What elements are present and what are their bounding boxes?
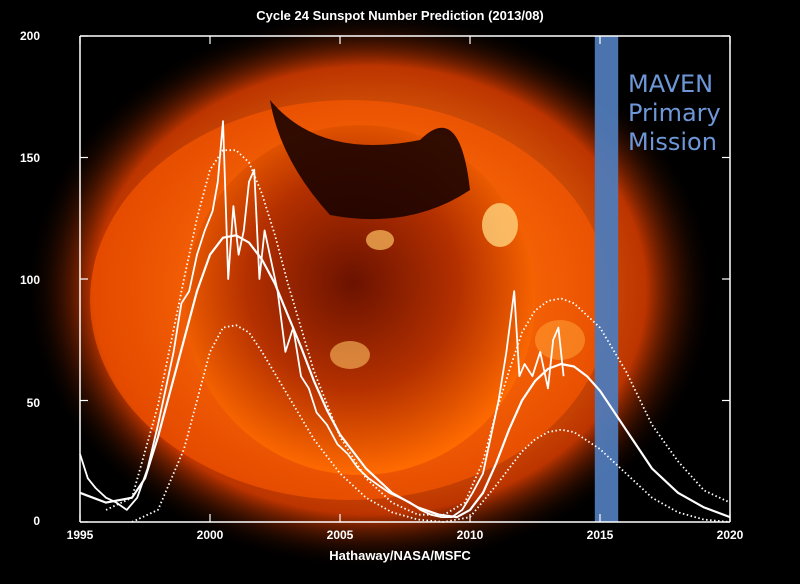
maven-mission-band xyxy=(594,36,619,522)
sun-background xyxy=(25,10,715,570)
series-line-predicted-smoothed- xyxy=(79,234,731,519)
x-tick-label: 2010 xyxy=(456,528,484,542)
x-tick-label: 2000 xyxy=(196,528,224,542)
annotation-line: Primary xyxy=(628,99,721,127)
y-tick-label: 100 xyxy=(19,273,40,287)
y-tick-label: 150 xyxy=(19,151,40,165)
annotation-line: MAVEN xyxy=(628,70,714,98)
y-tick-label: 0 xyxy=(33,514,40,528)
annotation-line: Mission xyxy=(628,128,717,156)
series-line-monthly-sunspot-number xyxy=(79,120,565,518)
chart-title: Cycle 24 Sunspot Number Prediction (2013… xyxy=(256,8,544,23)
series-line-upper-bound xyxy=(105,149,731,516)
x-tick-label: 1995 xyxy=(66,528,94,542)
x-tick-label: 2005 xyxy=(326,528,354,542)
y-tick-label: 50 xyxy=(26,396,40,410)
maven-mission-annotation: MAVEN Primary Mission xyxy=(628,70,748,157)
x-tick-label: 2015 xyxy=(586,528,614,542)
x-tick-label: 2020 xyxy=(716,528,744,542)
y-tick-label: 200 xyxy=(19,29,40,43)
series-line-lower-bound xyxy=(131,324,731,523)
x-axis-label: Hathaway/NASA/MSFC xyxy=(329,548,471,563)
